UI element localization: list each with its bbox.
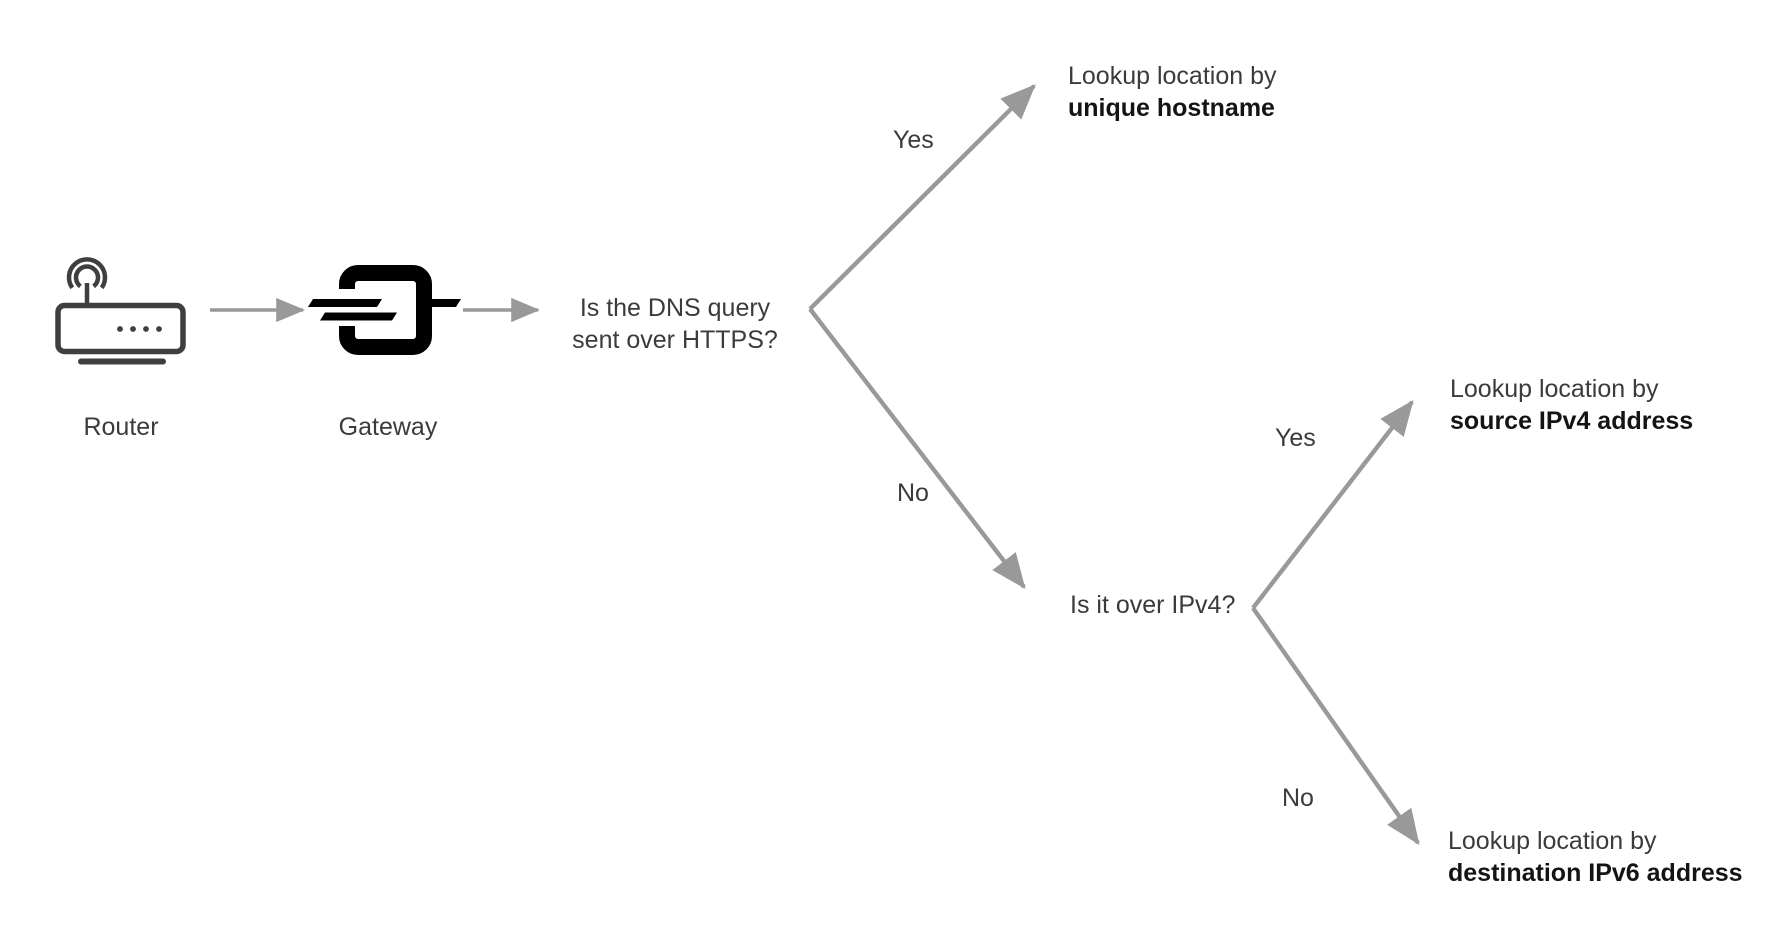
edge-label-dns-no: No: [897, 479, 929, 507]
decision-ipv4: Is it over IPv4?: [1070, 591, 1236, 619]
outcome-unique-hostname-method: unique hostname: [1068, 94, 1275, 122]
edge-label-dns-yes: Yes: [893, 126, 934, 154]
gateway-label: Gateway: [338, 413, 438, 441]
decision-dns-https-line2: sent over HTTPS?: [572, 326, 778, 354]
router-antenna-outer-arc: [66, 257, 108, 290]
connector-group: [210, 84, 1420, 846]
outcome-destination-ipv6: Lookup location by destination IPv6 addr…: [1448, 825, 1743, 889]
router-icon: [55, 257, 186, 365]
arrow-dns-no-to-ipv4-decision: [808, 307, 1026, 589]
decision-dns-https-line1: Is the DNS query: [579, 294, 771, 322]
gateway-icon: [308, 265, 461, 355]
gateway-speed-line-bottom: [320, 312, 397, 321]
outcome-source-ipv4-method: source IPv4 address: [1450, 407, 1694, 435]
outcome-source-ipv4: Lookup location by source IPv4 address: [1450, 373, 1693, 437]
router-antenna-inner-arc: [73, 264, 101, 289]
gateway-speed-line-top: [308, 299, 382, 307]
edge-label-ipv4-yes: Yes: [1275, 424, 1316, 452]
outcome-unique-hostname-prefix: Lookup location by: [1068, 62, 1277, 90]
outcome-unique-hostname: Lookup location by unique hostname: [1068, 60, 1276, 124]
arrow-dns-yes-to-hostname: [808, 84, 1036, 311]
arrow-ipv4-yes-to-source-ipv4: [1251, 400, 1414, 610]
decision-dns-https: Is the DNS query sent over HTTPS?: [572, 292, 778, 356]
outcome-source-ipv4-prefix: Lookup location by: [1450, 375, 1659, 403]
edge-label-ipv4-no: No: [1282, 784, 1314, 812]
router-indicator-dots: [117, 326, 162, 332]
arrow-ipv4-no-to-destination-ipv6: [1251, 606, 1420, 846]
outcome-destination-ipv6-method: destination IPv6 address: [1448, 859, 1743, 887]
router-label: Router: [83, 413, 159, 441]
gateway-output-bar: [426, 299, 461, 307]
outcome-destination-ipv6-prefix: Lookup location by: [1448, 827, 1657, 855]
